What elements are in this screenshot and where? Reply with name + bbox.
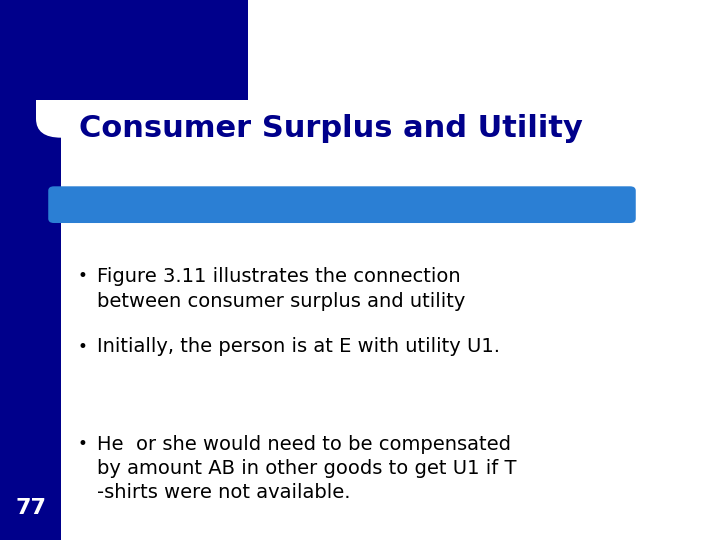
Text: Figure 3.11 illustrates the connection
between consumer surplus and utility: Figure 3.11 illustrates the connection b… <box>97 267 466 310</box>
Text: He  or she would need to be compensated
by amount AB in other goods to get U1 if: He or she would need to be compensated b… <box>97 435 517 502</box>
Text: Consumer Surplus and Utility: Consumer Surplus and Utility <box>79 114 583 143</box>
Bar <box>0 0 248 100</box>
FancyBboxPatch shape <box>36 0 299 138</box>
Text: Initially, the person is at E with utility U1.: Initially, the person is at E with utili… <box>97 338 500 356</box>
Bar <box>0 0 248 100</box>
FancyBboxPatch shape <box>48 186 636 223</box>
Text: 77: 77 <box>15 498 46 518</box>
Text: •: • <box>78 267 88 285</box>
Text: •: • <box>78 338 88 355</box>
Text: •: • <box>78 435 88 453</box>
Bar <box>0 0 61 540</box>
